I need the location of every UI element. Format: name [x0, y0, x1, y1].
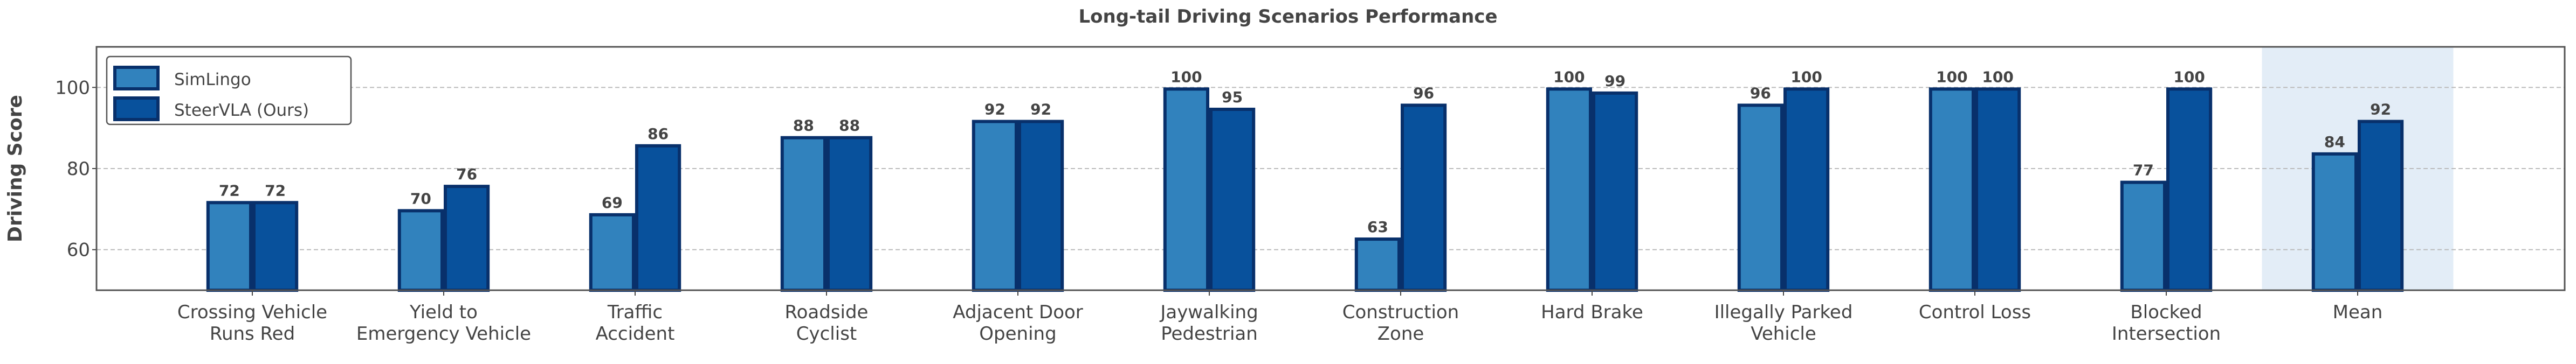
legend-box: [106, 55, 352, 125]
bar-value-label: 88: [793, 117, 814, 135]
bar-value-label: 100: [1170, 68, 1202, 86]
bar-value-label: 72: [265, 181, 286, 199]
bar-steervla-ours-: [1975, 87, 2021, 292]
bar-value-label: 92: [1030, 101, 1051, 118]
x-tick-label: Crossing Vehicle Runs Red: [177, 302, 327, 345]
bar-steervla-ours-: [635, 144, 681, 292]
bar-simlingo: [2120, 180, 2167, 292]
x-tick-label: Traffic Accident: [596, 302, 675, 345]
bar-value-label: 69: [602, 194, 623, 212]
bar-steervla-ours-: [826, 136, 873, 292]
bar-value-label: 84: [2324, 133, 2345, 151]
y-axis-label: Driving Score: [4, 95, 26, 242]
bar-simlingo: [589, 213, 636, 292]
bar-steervla-ours-: [1209, 108, 1256, 292]
bar-value-label: 63: [1367, 218, 1388, 236]
bar-value-label: 100: [1936, 68, 1967, 86]
chart-title: Long-tail Driving Scenarios Performance: [1078, 6, 1497, 27]
x-tick-label: Control Loss: [1919, 302, 2031, 323]
bar-value-label: 86: [648, 125, 669, 143]
bar-steervla-ours-: [444, 185, 490, 292]
bar-value-label: 100: [1790, 68, 1822, 86]
x-tick-label: Adjacent Door Opening: [953, 302, 1083, 345]
bar-value-label: 70: [410, 190, 431, 207]
bar-value-label: 100: [1553, 68, 1585, 86]
bar-value-label: 100: [1982, 68, 2013, 86]
bar-value-label: 100: [2173, 68, 2205, 86]
y-tick-label: 60: [67, 240, 90, 261]
bar-simlingo: [1163, 87, 1210, 292]
bar-simlingo: [206, 201, 252, 292]
bar-steervla-ours-: [252, 201, 299, 292]
bar-value-label: 77: [2133, 162, 2154, 179]
x-tick-label: Hard Brake: [1541, 302, 1643, 323]
bar-steervla-ours-: [2358, 120, 2404, 292]
bar-value-label: 88: [839, 117, 860, 135]
bar-simlingo: [1737, 103, 1784, 292]
x-tick-label: Yield to Emergency Vehicle: [356, 302, 531, 345]
bar-value-label: 92: [2370, 101, 2391, 118]
y-tick-label: 80: [67, 158, 90, 180]
bar-value-label: 96: [1750, 84, 1771, 102]
bar-steervla-ours-: [1783, 87, 1830, 292]
x-tick-label: Illegally Parked Vehicle: [1714, 302, 1853, 345]
bar-steervla-ours-: [1401, 103, 1447, 292]
x-tick-label: Construction Zone: [1342, 302, 1459, 345]
legend-swatch: [113, 96, 160, 121]
bar-simlingo: [1546, 87, 1593, 292]
bar-simlingo: [780, 136, 827, 292]
bar-value-label: 96: [1413, 84, 1434, 102]
plot-frame: [95, 46, 2566, 291]
legend-label: SteerVLA (Ours): [174, 101, 309, 120]
bar-simlingo: [1928, 87, 1975, 292]
bar-value-label: 99: [1604, 72, 1626, 90]
bar-value-label: 76: [456, 165, 477, 183]
bar-simlingo: [1354, 237, 1401, 292]
legend-swatch: [113, 66, 160, 90]
bar-simlingo: [2311, 152, 2358, 292]
bar-value-label: 92: [984, 101, 1005, 118]
bar-steervla-ours-: [1592, 91, 1638, 292]
x-tick-label: Mean: [2333, 302, 2383, 323]
legend-label: SimLingo: [174, 70, 251, 89]
bar-steervla-ours-: [2166, 87, 2213, 292]
x-tick-label: Blocked Intersection: [2112, 302, 2221, 345]
bar-simlingo: [397, 209, 444, 292]
legend: SimLingo SteerVLA (Ours): [106, 55, 352, 125]
bar-value-label: 95: [1222, 88, 1243, 106]
x-tick-label: Jaywalking Pedestrian: [1159, 302, 1258, 345]
y-tick-label: 100: [55, 77, 90, 99]
bar-steervla-ours-: [1018, 120, 1064, 292]
bar-simlingo: [972, 120, 1018, 292]
bar-value-label: 72: [219, 181, 240, 199]
x-tick-label: Roadside Cyclist: [785, 302, 869, 345]
